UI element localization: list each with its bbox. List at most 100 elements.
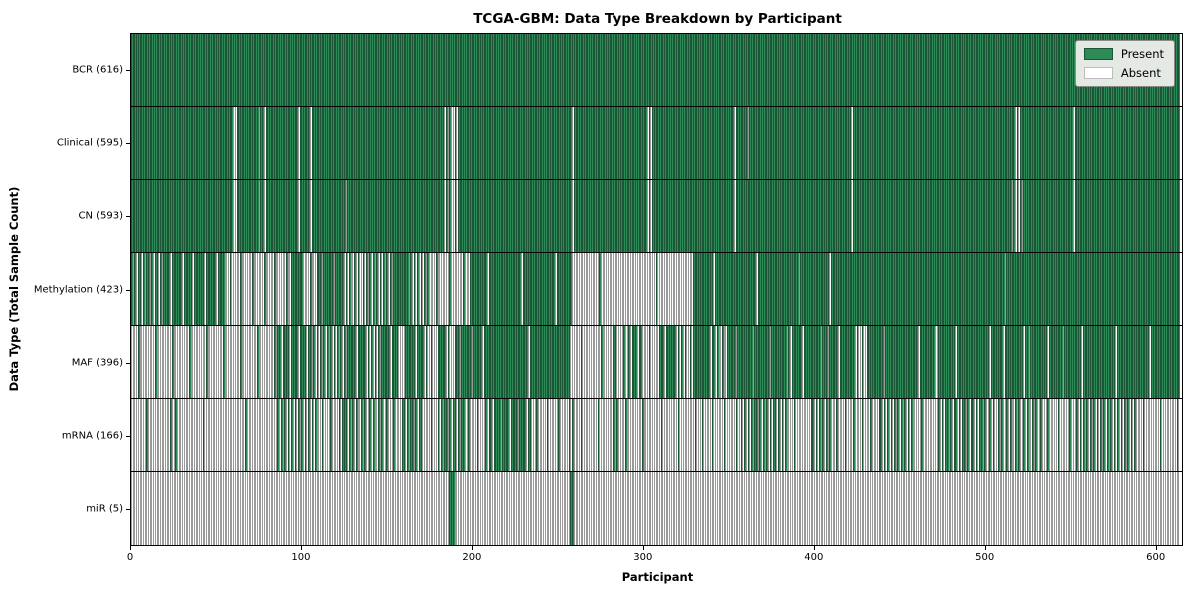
presence-cell [626,180,629,252]
presence-cell [137,180,140,252]
presence-cell [926,253,929,325]
presence-cell [945,34,947,106]
presence-cell [417,399,419,471]
presence-cell [205,326,208,398]
presence-cell [618,326,620,398]
presence-cell [921,472,923,545]
presence-cell [144,326,147,398]
presence-cell [161,399,164,471]
presence-cell [289,399,292,471]
presence-cell [681,326,683,398]
presence-cell [1149,107,1152,179]
presence-cell [517,34,520,106]
presence-cell [582,326,585,398]
presence-cell [848,180,850,252]
presence-cell [1021,399,1024,471]
presence-cell [904,253,906,325]
presence-cell [907,472,910,545]
presence-cell [1052,107,1055,179]
presence-cell [236,399,239,471]
presence-cell [326,399,329,471]
presence-cell [556,107,559,179]
presence-cell [1151,472,1153,545]
presence-cell [715,472,717,545]
presence-cell [238,180,240,252]
presence-cell [1069,253,1072,325]
presence-cell [878,34,881,106]
presence-cell [430,326,433,398]
presence-cell [192,180,195,252]
presence-cell [534,326,537,398]
presence-cell [255,180,258,252]
presence-cell [347,253,349,325]
presence-cell [500,34,503,106]
presence-cell [386,34,389,106]
presence-cell [142,107,145,179]
presence-cell [630,472,632,545]
presence-cell [962,180,964,252]
presence-cell [655,399,658,471]
presence-cell [1066,253,1068,325]
presence-cell [280,399,283,471]
presence-cell [739,34,741,106]
presence-cell [894,326,896,398]
presence-cell [1117,472,1119,545]
presence-cell [1042,253,1044,325]
presence-cell [188,107,191,179]
presence-cell [607,253,610,325]
presence-cell [1156,472,1158,545]
presence-cell [507,180,510,252]
presence-cell [899,180,901,252]
presence-cell [468,180,470,252]
presence-cell [900,34,903,106]
presence-cell [711,253,714,325]
presence-cell [825,253,828,325]
presence-cell [406,180,409,252]
presence-cell [909,326,912,398]
presence-cell [222,472,225,545]
presence-cell [345,180,348,252]
presence-cell [1123,399,1126,471]
presence-cell [911,472,913,545]
presence-cell [475,399,477,471]
presence-cell [802,253,804,325]
presence-cell [1014,326,1017,398]
presence-cell [1127,399,1130,471]
presence-cell [744,107,746,179]
presence-cell [781,326,784,398]
presence-cell [619,107,622,179]
presence-cell [641,472,644,545]
presence-cell [136,399,138,471]
presence-cell [779,399,782,471]
presence-cell [527,399,530,471]
presence-cell [423,399,426,471]
presence-cell [1089,253,1092,325]
presence-cell [820,399,823,471]
presence-cell [694,180,697,252]
presence-cell [517,180,520,252]
presence-cell [214,472,217,545]
presence-cell [684,326,687,398]
presence-cell [364,180,367,252]
presence-cell [471,326,474,398]
presence-cell [1152,107,1155,179]
presence-cell [376,180,378,252]
presence-cell [829,253,831,325]
presence-cell [338,253,341,325]
presence-cell [638,180,641,252]
presence-cell [917,34,920,106]
presence-cell [907,107,910,179]
presence-cell [934,180,937,252]
presence-cell [762,253,765,325]
presence-cell [737,253,740,325]
presence-cell [418,180,421,252]
presence-cell [989,253,992,325]
presence-cell [853,34,855,106]
presence-cell [216,399,218,471]
presence-cell [570,107,573,179]
presence-cell [556,180,559,252]
presence-cell [904,472,906,545]
presence-cell [1163,326,1165,398]
presence-cell [958,253,961,325]
presence-cell [372,107,375,179]
